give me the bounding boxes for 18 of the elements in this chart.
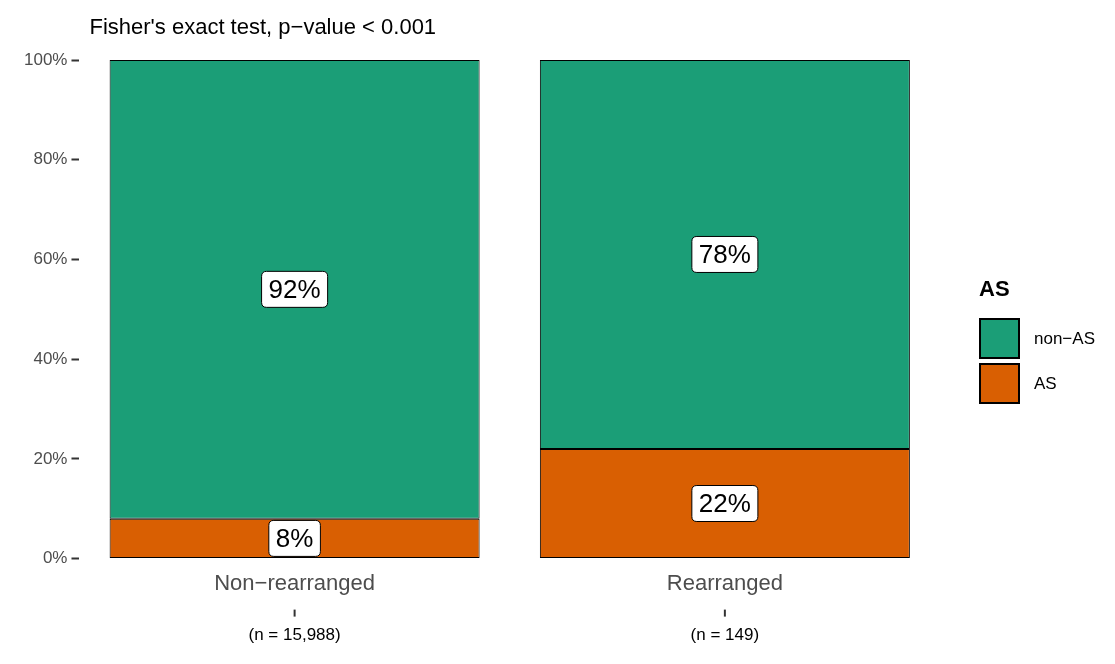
y-tick-label: 60% <box>33 249 68 269</box>
data-label: 8% <box>275 522 314 553</box>
chart-title: Fisher's exact test, p−value < 0.001 <box>89 14 437 40</box>
y-tick-label: 20% <box>33 448 68 468</box>
data-label: 22% <box>698 487 751 518</box>
legend-title: AS <box>979 276 1010 302</box>
text: (n = 149) <box>690 625 760 645</box>
y-tick-label: 80% <box>33 149 68 169</box>
x-tick-label: Non−rearranged <box>214 569 376 595</box>
y-tick-label: 0% <box>42 548 68 568</box>
y-tick-label: 40% <box>33 348 68 368</box>
x-tick-label: Rearranged <box>666 569 783 595</box>
text: non−AS <box>1034 328 1095 349</box>
y-tick-label: 100% <box>24 49 68 69</box>
text: AS <box>1034 373 1057 394</box>
data-label: 78% <box>698 238 751 269</box>
data-label: 92% <box>268 273 321 304</box>
text: (n = 15,988) <box>248 625 341 645</box>
